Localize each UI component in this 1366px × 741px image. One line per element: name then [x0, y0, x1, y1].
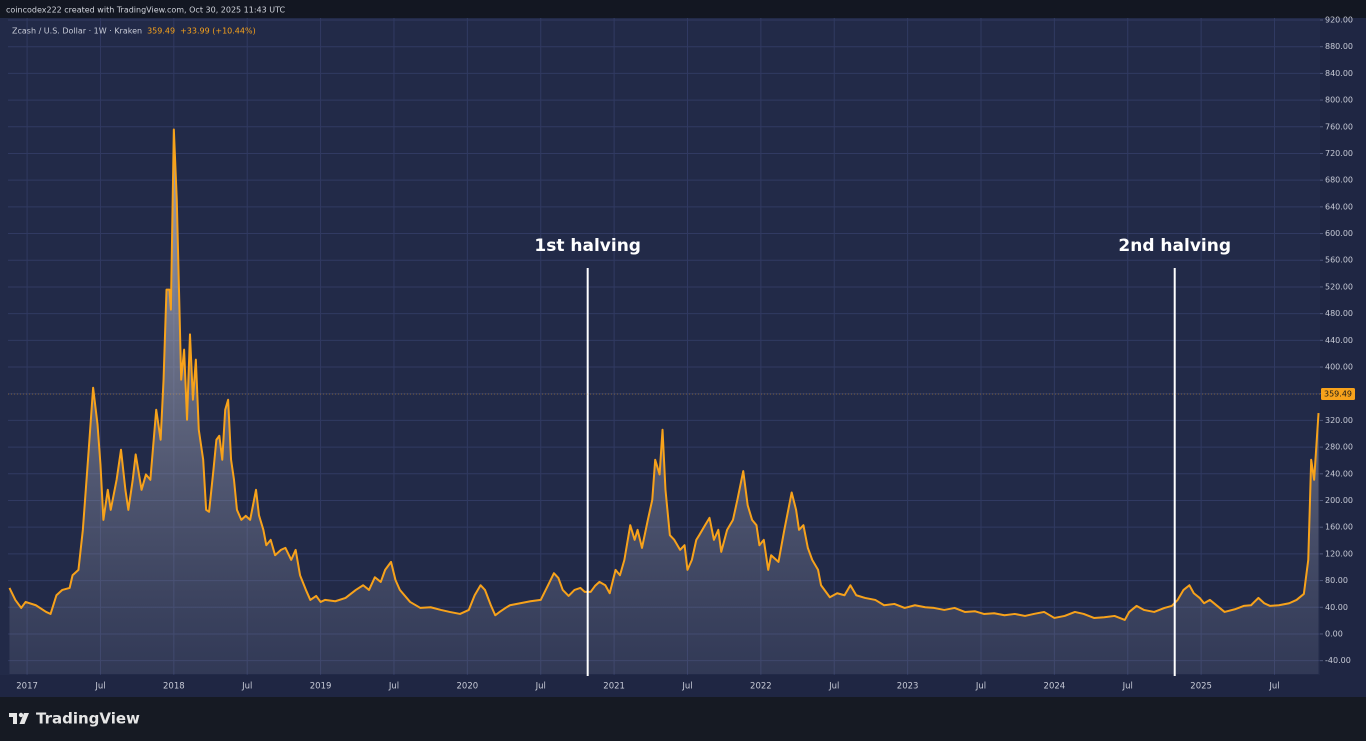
symbol-title: Zcash / U.S. Dollar · 1W · Kraken [12, 27, 142, 36]
y-tick-label: 80.00 [1325, 576, 1348, 585]
x-tick-label: 2025 [1190, 682, 1212, 692]
x-tick-label: 2018 [163, 682, 185, 692]
y-tick-label: 920.00 [1325, 16, 1353, 25]
y-tick-label: 640.00 [1325, 202, 1353, 211]
x-tick-label: Jul [388, 682, 399, 692]
x-tick-label: 2022 [750, 682, 772, 692]
x-tick-label: 2024 [1044, 682, 1066, 692]
price-change: +33.99 (+10.44%) [180, 27, 256, 36]
y-tick-label: -40.00 [1325, 656, 1351, 665]
y-tick-label: 40.00 [1325, 603, 1348, 612]
annotation-label: 2nd halving [1118, 236, 1231, 256]
x-tick-label: Jul [241, 682, 252, 692]
y-tick-label: 320.00 [1325, 416, 1353, 425]
y-tick-label: 520.00 [1325, 282, 1353, 291]
x-tick-label: 2017 [16, 682, 38, 692]
header-bar [0, 0, 1366, 18]
y-tick-label: 880.00 [1325, 42, 1353, 51]
brand: TradingView [36, 710, 140, 728]
x-tick-label: Jul [681, 682, 692, 692]
y-tick-label: 480.00 [1325, 309, 1353, 318]
y-tick-label: 160.00 [1325, 523, 1353, 532]
y-tick-label: 280.00 [1325, 443, 1353, 452]
x-tick-label: Jul [975, 682, 986, 692]
x-tick-label: 2021 [603, 682, 625, 692]
x-tick-label: Jul [535, 682, 546, 692]
y-tick-label: 440.00 [1325, 336, 1353, 345]
footer [0, 697, 1366, 741]
x-tick-label: 2023 [897, 682, 919, 692]
x-tick-label: Jul [1122, 682, 1133, 692]
x-tick-label: Jul [94, 682, 105, 692]
y-tick-label: 720.00 [1325, 149, 1353, 158]
y-tick-label: 800.00 [1325, 96, 1353, 105]
x-tick-label: Jul [828, 682, 839, 692]
y-tick-label: 840.00 [1325, 69, 1353, 78]
x-tick-label: 2019 [310, 682, 332, 692]
brand-logo [9, 712, 29, 724]
y-tick-label: 760.00 [1325, 122, 1353, 131]
y-tick-label: 560.00 [1325, 256, 1353, 265]
y-tick-label: 120.00 [1325, 549, 1353, 558]
last-price-label: 359.49 [1324, 390, 1352, 399]
time-axis [0, 675, 1320, 697]
price-area [9, 129, 1319, 674]
price-axis [1320, 18, 1366, 697]
x-tick-label: Jul [1268, 682, 1279, 692]
y-tick-label: 240.00 [1325, 469, 1353, 478]
y-tick-label: 200.00 [1325, 496, 1353, 505]
last-price: 359.49 [147, 27, 175, 36]
y-tick-label: 680.00 [1325, 176, 1353, 185]
y-tick-label: 0.00 [1325, 629, 1343, 638]
annotation-label: 1st halving [534, 236, 641, 256]
y-tick-label: 400.00 [1325, 363, 1353, 372]
last-price-badge [1321, 388, 1355, 401]
y-tick-label: 600.00 [1325, 229, 1353, 238]
credit: coincodex222 created with TradingView.co… [6, 6, 286, 15]
x-tick-label: 2020 [457, 682, 479, 692]
